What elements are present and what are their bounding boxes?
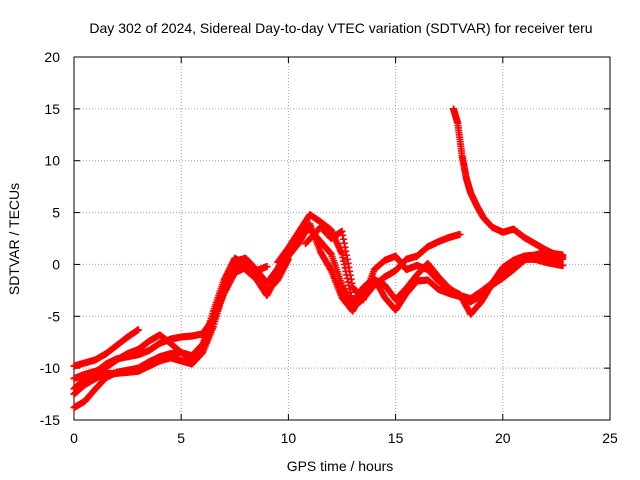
series-track-8 xyxy=(302,223,567,318)
data-point xyxy=(456,230,464,238)
data-point xyxy=(134,326,142,334)
data-point xyxy=(263,263,271,271)
y-tick-label: 15 xyxy=(44,101,60,117)
y-tick-label: -10 xyxy=(40,360,60,376)
x-tick-label: 25 xyxy=(602,430,618,446)
y-tick-label: 20 xyxy=(44,49,60,65)
x-tick-label: 0 xyxy=(70,430,78,446)
series-track-9 xyxy=(449,105,567,261)
x-tick-label: 5 xyxy=(177,430,185,446)
plot-frame xyxy=(73,56,611,421)
x-axis-ticks: 0 5 10 15 20 25 xyxy=(70,57,618,446)
series-track-1 xyxy=(70,326,142,370)
series-track-5 xyxy=(70,225,464,398)
y-axis-ticks: 20 15 10 5 0 -5 -10 -15 xyxy=(40,49,610,428)
y-tick-label: -5 xyxy=(48,308,61,324)
data-point xyxy=(559,253,567,261)
data-point xyxy=(559,261,567,269)
y-tick-label: 0 xyxy=(52,256,60,272)
data-series xyxy=(70,105,567,412)
y-tick-label: -15 xyxy=(40,412,60,428)
y-axis-label: SDTVAR / TECUs xyxy=(6,183,22,295)
y-tick-label: 5 xyxy=(52,205,60,221)
y-tick-label: 10 xyxy=(44,153,60,169)
x-tick-label: 15 xyxy=(388,430,404,446)
x-tick-label: 20 xyxy=(495,430,511,446)
x-axis-label: GPS time / hours xyxy=(287,458,394,474)
chart-title: Day 302 of 2024, Sidereal Day-to-day VTE… xyxy=(89,20,592,36)
x-tick-label: 10 xyxy=(281,430,297,446)
